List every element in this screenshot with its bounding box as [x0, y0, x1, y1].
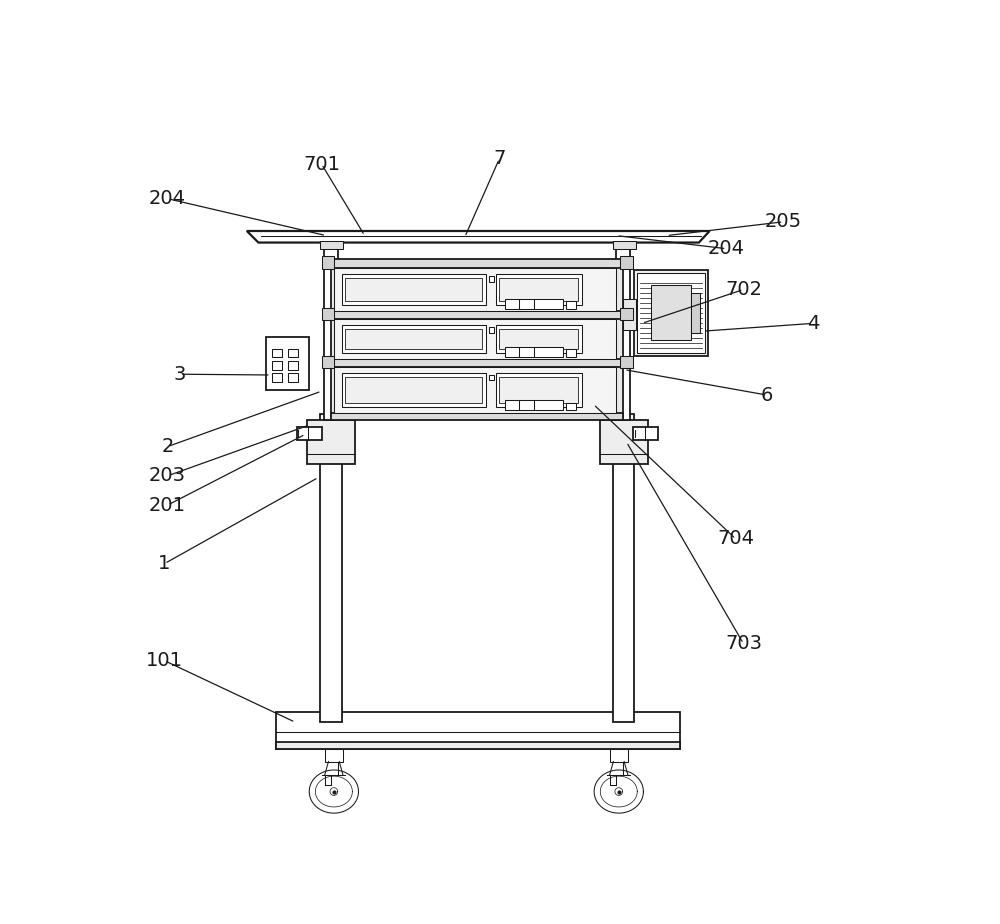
Bar [342, 372, 486, 407]
Bar [334, 319, 616, 359]
Bar [505, 298, 563, 309]
Bar [623, 298, 636, 330]
Bar [620, 256, 633, 269]
Text: 703: 703 [725, 634, 762, 653]
Bar [272, 348, 282, 358]
Bar [345, 377, 482, 403]
Bar [610, 749, 628, 761]
Bar [272, 373, 282, 382]
Bar [325, 749, 343, 761]
Bar [320, 414, 342, 723]
Bar [620, 308, 633, 321]
Bar [334, 261, 616, 414]
Text: 701: 701 [303, 154, 340, 174]
Bar [276, 712, 680, 749]
Text: 2: 2 [161, 437, 174, 456]
Text: 6: 6 [760, 385, 773, 405]
Text: 702: 702 [725, 280, 762, 299]
Bar [334, 268, 616, 311]
Bar [288, 348, 298, 358]
Text: 205: 205 [765, 213, 802, 231]
Bar [499, 377, 578, 403]
Bar [342, 325, 486, 353]
Bar [496, 274, 582, 305]
Bar [331, 413, 623, 420]
Bar [496, 372, 582, 407]
Bar [288, 373, 298, 382]
Bar [288, 361, 298, 370]
Text: 204: 204 [708, 239, 745, 258]
Bar [505, 400, 563, 410]
Text: 203: 203 [149, 467, 186, 485]
Bar [331, 261, 340, 418]
Bar [322, 356, 334, 368]
Bar [489, 327, 494, 333]
Bar [266, 337, 309, 390]
Bar [297, 427, 322, 441]
Bar [651, 285, 691, 340]
Bar [331, 359, 623, 367]
Bar [324, 231, 338, 419]
Polygon shape [325, 775, 331, 785]
Text: 3: 3 [174, 365, 186, 383]
Bar [633, 427, 658, 441]
Bar [613, 241, 636, 249]
Bar [489, 375, 494, 381]
Bar [342, 274, 486, 305]
Bar [276, 741, 680, 749]
Bar [345, 329, 482, 348]
Bar [320, 241, 343, 249]
Text: 4: 4 [807, 314, 819, 333]
Bar [499, 329, 578, 348]
Bar [322, 256, 334, 269]
Bar [496, 325, 582, 353]
Bar [620, 356, 633, 368]
Bar [505, 346, 563, 357]
Bar [307, 419, 355, 464]
Bar [634, 270, 708, 356]
Bar [489, 276, 494, 282]
Bar [691, 293, 700, 333]
Bar [272, 361, 282, 370]
Bar [600, 419, 648, 464]
Text: 101: 101 [146, 651, 183, 670]
Bar [613, 414, 634, 723]
Bar [331, 259, 623, 268]
Text: 704: 704 [717, 529, 754, 549]
Bar [322, 308, 334, 321]
Polygon shape [247, 231, 710, 242]
Polygon shape [610, 775, 616, 785]
Bar [566, 301, 576, 309]
Bar [334, 367, 616, 413]
Bar [637, 273, 705, 353]
Bar [614, 261, 623, 418]
Bar [566, 403, 576, 410]
Bar [345, 278, 482, 301]
Bar [331, 311, 623, 319]
Text: 7: 7 [493, 149, 506, 168]
Bar [616, 231, 630, 419]
Text: 204: 204 [149, 189, 186, 208]
Text: 1: 1 [158, 554, 171, 573]
Bar [566, 348, 576, 357]
Text: 201: 201 [149, 495, 186, 515]
Bar [499, 278, 578, 301]
